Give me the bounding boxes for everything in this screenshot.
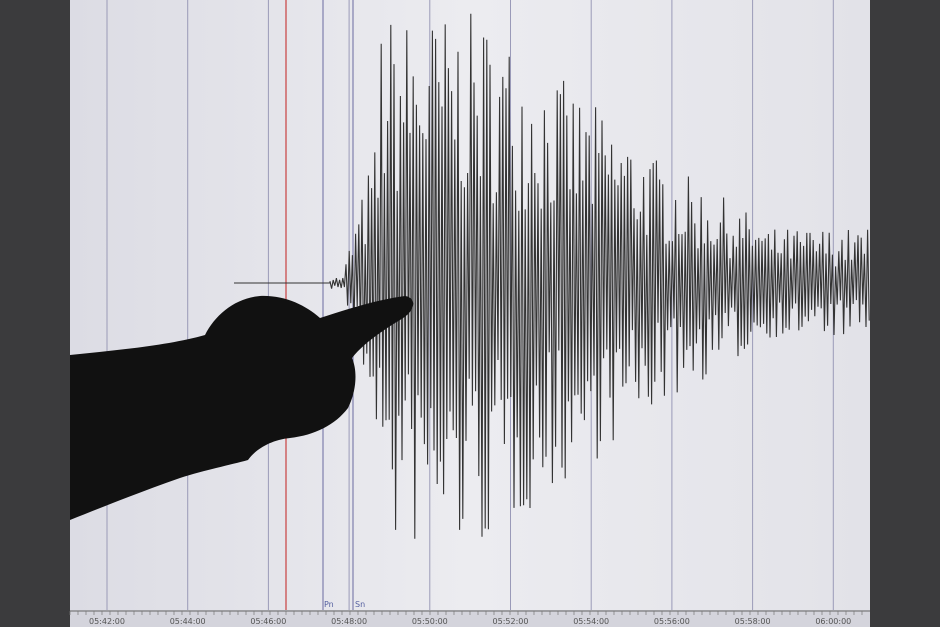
seismic-trace (234, 13, 870, 539)
time-label: 05:50:00 (411, 617, 448, 626)
time-label: 05:42:00 (89, 617, 125, 626)
time-label: 05:44:00 (169, 617, 206, 626)
time-label: 05:46:00 (250, 617, 287, 626)
time-label: 06:00:00 (815, 617, 852, 626)
phase-marker-sn: Sn (355, 600, 366, 609)
time-label: 05:52:00 (492, 617, 529, 626)
phase-marker-pn: Pn (324, 600, 334, 609)
time-label: 05:54:00 (573, 617, 610, 626)
time-label: 05:58:00 (734, 617, 771, 626)
time-label: 05:48:00 (331, 617, 368, 626)
time-label: 05:56:00 (653, 617, 690, 626)
